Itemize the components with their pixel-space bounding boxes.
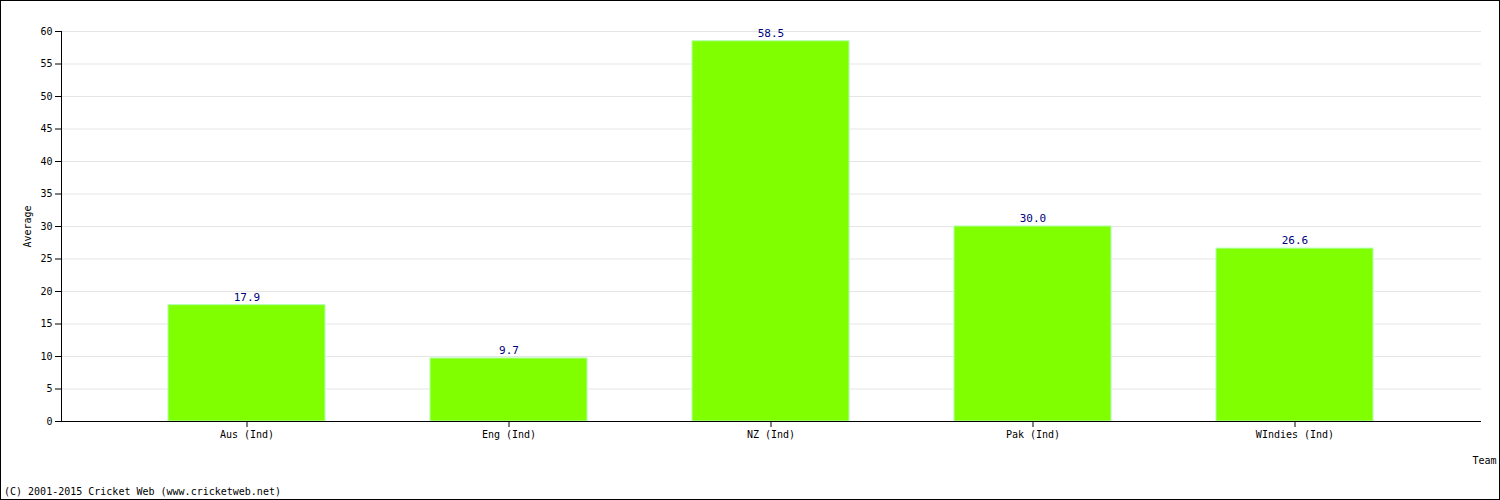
svg-text:26.6: 26.6	[1282, 234, 1309, 247]
svg-text:5: 5	[46, 383, 52, 394]
svg-text:NZ (Ind): NZ (Ind)	[747, 429, 795, 440]
svg-text:9.7: 9.7	[499, 344, 519, 357]
svg-text:Aus (Ind): Aus (Ind)	[220, 429, 274, 440]
svg-text:Pak (Ind): Pak (Ind)	[1006, 429, 1060, 440]
svg-text:60: 60	[40, 26, 52, 37]
svg-text:15: 15	[40, 318, 52, 329]
svg-text:Team: Team	[1472, 455, 1496, 466]
svg-text:0: 0	[46, 416, 52, 427]
svg-text:WIndies (Ind): WIndies (Ind)	[1256, 429, 1334, 440]
svg-text:45: 45	[40, 123, 52, 134]
svg-text:25: 25	[40, 253, 52, 264]
svg-text:40: 40	[40, 156, 52, 167]
svg-text:Average: Average	[22, 205, 33, 247]
svg-text:50: 50	[40, 91, 52, 102]
svg-text:58.5: 58.5	[758, 27, 785, 40]
svg-text:30: 30	[40, 221, 52, 232]
svg-text:Eng (Ind): Eng (Ind)	[482, 429, 536, 440]
svg-text:10: 10	[40, 351, 52, 362]
svg-text:55: 55	[40, 58, 52, 69]
svg-text:30.0: 30.0	[1020, 212, 1047, 225]
svg-text:20: 20	[40, 286, 52, 297]
html-text:(C) 2001-2015 Cricket Web (www: (C) 2001-2015 Cricket Web (www.cricketwe…	[4, 486, 281, 497]
svg-text:17.9: 17.9	[234, 291, 261, 304]
svg-text:35: 35	[40, 188, 52, 199]
